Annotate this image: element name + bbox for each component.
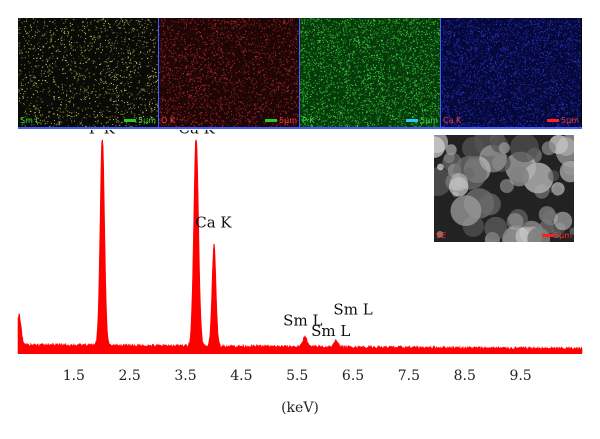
peak-annotation: Sm L: [311, 322, 350, 340]
map-separator: [440, 18, 441, 129]
scale-bar: [124, 119, 136, 122]
peak-annotation: Ca K: [178, 130, 215, 138]
scale-bar: [406, 119, 418, 122]
x-tick-label: 1.5: [63, 368, 85, 384]
element-map-o-k: O K 5μm: [159, 18, 299, 127]
element-map-label: P K: [302, 116, 315, 125]
x-tick-label: 5.5: [286, 368, 308, 384]
scale-bar: [265, 119, 277, 122]
element-map-sm-l: Sm L 5μm: [18, 18, 158, 127]
x-tick-label: 9.5: [509, 368, 531, 384]
map-separator: [299, 18, 300, 129]
sem-scale-text: 5μm: [554, 231, 572, 240]
map-bottom-border: [18, 127, 582, 129]
x-tick-label: 2.5: [119, 368, 141, 384]
peak-annotation: Sm L: [283, 311, 322, 329]
element-map-texture: [441, 18, 581, 127]
element-map-label: O K: [161, 116, 176, 125]
element-map-p-k: P K 5μm: [300, 18, 440, 127]
sem-label: SE: [436, 231, 447, 240]
peak-annotation: P K: [89, 130, 116, 138]
x-tick-label: 8.5: [454, 368, 476, 384]
x-tick-label: 3.5: [174, 368, 196, 384]
x-axis-label: (keV): [281, 400, 319, 416]
x-tick-label: 4.5: [230, 368, 252, 384]
element-map-texture: [159, 18, 299, 127]
sem-image: SE 5μm: [434, 135, 574, 242]
scale-bar: [547, 119, 559, 122]
element-map-label: Ca K: [443, 116, 462, 125]
element-map-texture: [18, 18, 158, 127]
spectrum-area: [17, 139, 583, 354]
element-map-label: Sm L: [20, 116, 40, 125]
scale-text: 5μm: [138, 116, 156, 125]
scale-text: 5μm: [561, 116, 579, 125]
x-tick-label: 7.5: [398, 368, 420, 384]
x-tick-label: 6.5: [342, 368, 364, 384]
eds-spectrum-chart: 1.5 2.5 3.5 4.5 5.5 6.5 7.5 8.5 9.5 (keV) P K Ca K C…: [17, 130, 583, 416]
peak-annotation: Ca K: [195, 213, 232, 231]
sem-micrograph: [434, 135, 574, 242]
sem-scale-bar: [542, 234, 554, 237]
map-separator: [158, 18, 159, 129]
element-map-ca-k: Ca K 5μm: [441, 18, 581, 127]
scale-text: 5μm: [279, 116, 297, 125]
element-map-texture: [300, 18, 440, 127]
element-maps-panel: Sm L 5μm O K 5μm P K 5μm Ca K 5μm: [18, 18, 582, 129]
scale-text: 5μm: [420, 116, 438, 125]
peak-annotation: Sm L: [333, 301, 372, 319]
